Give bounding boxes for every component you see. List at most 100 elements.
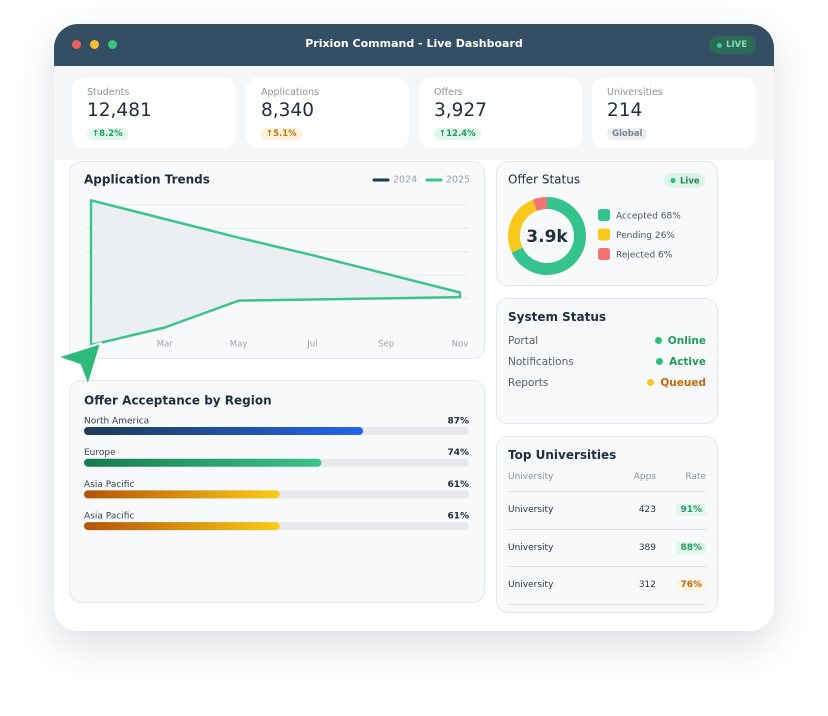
table-row: University 312 76% xyxy=(508,567,706,605)
x-tick-label: Sep xyxy=(378,340,394,350)
bar xyxy=(84,458,322,467)
chart-title: Offer Acceptance by Region xyxy=(84,394,272,408)
cell-apps: 423 xyxy=(638,505,656,516)
status-row: Reports Queued xyxy=(508,372,706,393)
stat-card: Applications 8,340 ↑5.1% xyxy=(246,78,409,148)
status-name: Notifications xyxy=(508,355,574,368)
legend-swatch xyxy=(598,209,610,221)
legend-label: 2025 xyxy=(446,175,470,186)
donut-segment xyxy=(511,197,586,275)
stat-value: 3,927 xyxy=(434,100,487,121)
series-line xyxy=(89,295,462,347)
stat-label: Applications xyxy=(261,87,320,98)
cell-rate: 76% xyxy=(656,579,706,592)
maximize-dot[interactable] xyxy=(108,40,117,49)
cell-name: University xyxy=(508,505,554,516)
universities-table: University Apps Rate University 423 91% Univer… xyxy=(508,462,706,605)
universities-panel: Top Universities University Apps Rate Unive… xyxy=(496,436,718,613)
table-row: University 423 91% xyxy=(508,492,706,530)
panel-title: System Status xyxy=(508,310,607,324)
x-tick-label: Nov xyxy=(452,340,469,350)
series-line xyxy=(89,199,462,294)
live-text: Live xyxy=(680,177,700,187)
cell-rate: 91% xyxy=(656,504,706,517)
bar-label: North America xyxy=(84,417,149,427)
x-tick-label: Jul xyxy=(306,340,317,350)
legend-label: 2024 xyxy=(393,175,417,186)
status-name: Reports xyxy=(508,376,549,389)
cell-apps: 312 xyxy=(638,580,656,591)
legend-label: Rejected 6% xyxy=(616,251,673,261)
rate-pill: 88% xyxy=(676,541,706,554)
donut-segment xyxy=(508,199,538,253)
rate-pill: 76% xyxy=(676,579,706,592)
status-dot xyxy=(654,337,662,344)
status-text: Queued xyxy=(660,376,706,389)
value-label: 61% xyxy=(447,480,469,490)
status-dot xyxy=(647,379,655,386)
status-text: Active xyxy=(669,355,706,368)
bar xyxy=(84,427,364,435)
rate-pill: 91% xyxy=(676,504,706,517)
legend-swatch xyxy=(598,248,610,260)
header-cell: Apps xyxy=(633,471,656,482)
stat-change: ↑8.2% xyxy=(87,128,128,140)
table-row: University 389 88% xyxy=(508,530,706,567)
status-value: Online xyxy=(654,335,706,347)
stat-change: Global xyxy=(607,128,648,140)
live-badge: LIVE xyxy=(709,36,756,54)
table-header: University Apps Rate xyxy=(508,462,706,492)
status-row: Notifications Active xyxy=(508,351,706,372)
status-name: Portal xyxy=(508,334,539,347)
cell-rate: 88% xyxy=(656,541,706,554)
legend-label: Accepted 68% xyxy=(616,212,681,222)
bar-label: Europe xyxy=(84,448,116,458)
stat-change: ↑12.4% xyxy=(434,128,481,140)
stat-value: 8,340 xyxy=(261,100,314,121)
stat-card: Offers 3,927 ↑12.4% xyxy=(419,78,582,148)
stat-label: Universities xyxy=(607,87,663,98)
stat-value: 12,481 xyxy=(87,100,152,121)
chart-title: Application Trends xyxy=(84,173,210,187)
stat-value: 214 xyxy=(607,100,643,121)
bar-label: Asia Pacific xyxy=(84,480,134,490)
window-title: Prixion Command - Live Dashboard xyxy=(305,37,523,50)
status-row: Portal Online xyxy=(508,330,706,351)
bar xyxy=(84,522,280,531)
live-dot xyxy=(670,177,676,184)
title-bar: Prixion Command - Live Dashboard LIVE xyxy=(54,24,774,66)
cell-apps: 389 xyxy=(638,542,656,553)
legend-swatch xyxy=(598,228,610,241)
stat-card: Students 12,481 ↑8.2% xyxy=(72,78,236,148)
system-status-panel: System Status Portal Online Notifications A… xyxy=(496,298,718,424)
cell-name: University xyxy=(508,580,554,591)
stat-label: Offers xyxy=(434,87,463,98)
status-dot xyxy=(656,358,664,365)
x-tick-label: May xyxy=(230,340,248,350)
bar xyxy=(84,490,280,499)
cell-name: University xyxy=(508,542,554,553)
stat-label: Students xyxy=(87,87,130,98)
close-dot[interactable] xyxy=(72,40,81,49)
value-label: 61% xyxy=(447,512,469,522)
status-value: Active xyxy=(656,356,706,368)
stat-change: ↑5.1% xyxy=(261,128,302,140)
header-cell: Rate xyxy=(685,471,706,482)
panel-title: Top Universities xyxy=(508,448,617,462)
live-badge xyxy=(664,173,705,188)
status-rows: Portal Online Notifications Active Reports Qu… xyxy=(508,330,706,393)
cursor xyxy=(56,342,102,387)
minimize-dot[interactable] xyxy=(90,40,99,49)
legend-label: Pending 26% xyxy=(616,231,675,241)
donut-segment xyxy=(532,197,548,211)
chart-title: Offer Status xyxy=(508,173,580,187)
area-fill xyxy=(91,200,460,345)
x-tick-label: Mar xyxy=(157,340,174,350)
status-value: Queued xyxy=(647,377,706,389)
value-label: 74% xyxy=(447,448,469,458)
bar-label: Asia Pacific xyxy=(84,512,134,522)
value-label: 87% xyxy=(447,417,469,427)
header-cell: University xyxy=(508,471,554,482)
